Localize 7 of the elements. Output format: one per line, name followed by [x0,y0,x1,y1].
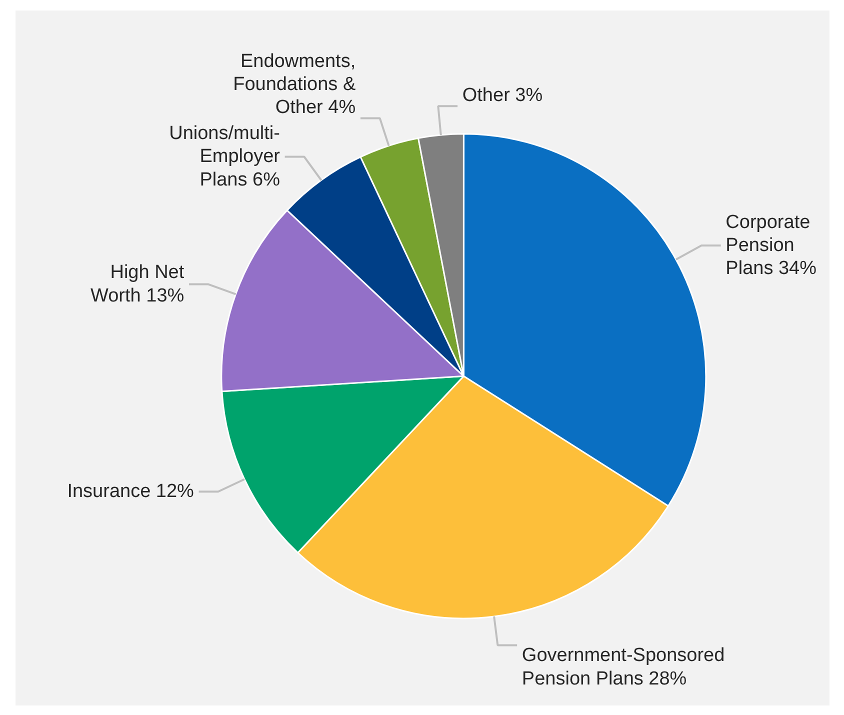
slice-label: Corporate Pension Plans 34% [726,212,817,280]
slice-label: High Net Worth 13% [90,262,185,306]
slice-label: Endowments, Foundations & Other 4% [233,51,356,118]
slice-label: Insurance 12% [67,481,194,502]
slice-label: Unions/multi-Employer Plans 6% [169,123,281,190]
slice-label: Other 3% [462,85,543,106]
slice-label: Government-Sponsored Pension Plans 28% [522,645,725,690]
